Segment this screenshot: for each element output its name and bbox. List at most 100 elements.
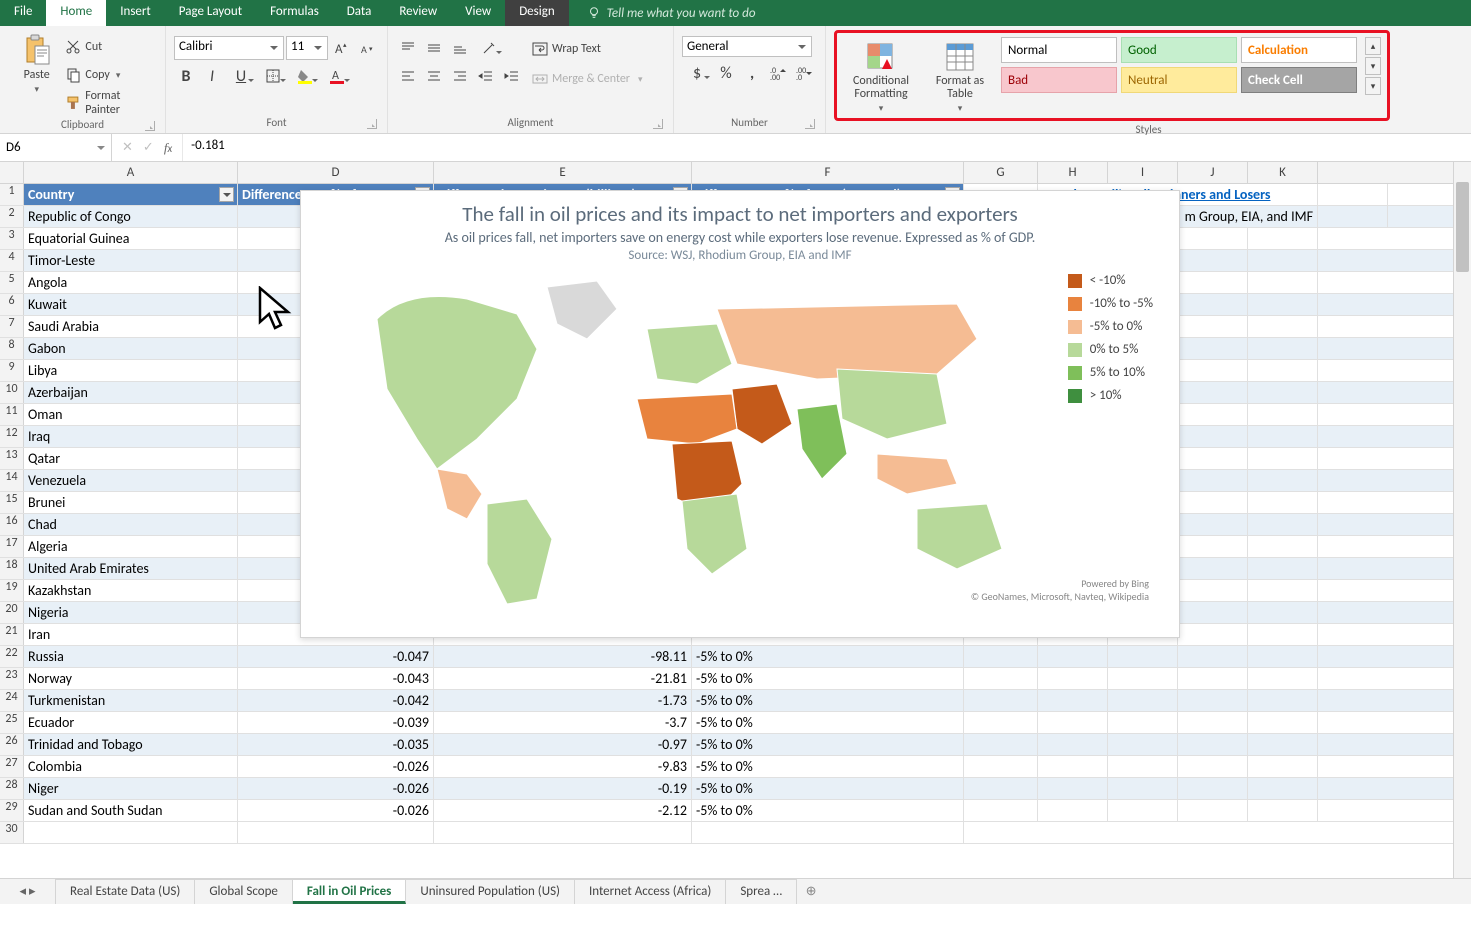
cell-country[interactable]: Turkmenistan: [24, 690, 238, 711]
styles-more[interactable]: ▾: [1365, 77, 1381, 95]
format-painter-button[interactable]: Format Painter: [65, 90, 157, 116]
col-header-k[interactable]: K: [1248, 162, 1318, 183]
cell-country[interactable]: Kazakhstan: [24, 580, 238, 601]
new-sheet-button[interactable]: ⊕: [797, 879, 825, 904]
cell-country[interactable]: Equatorial Guinea: [24, 228, 238, 249]
align-right-button[interactable]: [448, 64, 472, 88]
row-header-6[interactable]: 6: [0, 294, 24, 315]
row-header-21[interactable]: 21: [0, 624, 24, 645]
scrollbar-thumb[interactable]: [1456, 182, 1469, 272]
sheet-nav-buttons[interactable]: ◂ ▸: [0, 879, 56, 904]
cell-country[interactable]: Trinidad and Tobago: [24, 734, 238, 755]
sheet-tab-uninsured-population-us-[interactable]: Uninsured Population (US): [406, 879, 575, 904]
alignment-launcher[interactable]: [653, 119, 663, 129]
cell-usd[interactable]: -9.83: [434, 756, 692, 777]
row-header-2[interactable]: 2: [0, 206, 24, 227]
row-header-26[interactable]: 26: [0, 734, 24, 755]
cut-button[interactable]: Cut: [65, 34, 157, 60]
style-tile-normal[interactable]: Normal: [1001, 37, 1117, 63]
cell-country[interactable]: Kuwait: [24, 294, 238, 315]
grow-font-button[interactable]: A▴: [330, 36, 354, 60]
cell-country[interactable]: Algeria: [24, 536, 238, 557]
row-header-11[interactable]: 11: [0, 404, 24, 425]
cell-group[interactable]: -5% to 0%: [692, 734, 964, 755]
cell-country[interactable]: Angola: [24, 272, 238, 293]
number-format-select[interactable]: General: [682, 36, 812, 57]
cell-country[interactable]: Brunei: [24, 492, 238, 513]
shrink-font-button[interactable]: A▾: [356, 36, 380, 60]
sheet-tab-real-estate-data-us-[interactable]: Real Estate Data (US): [56, 879, 195, 904]
accounting-format-button[interactable]: $: [682, 61, 712, 85]
col-header-i[interactable]: I: [1108, 162, 1178, 183]
row-header-28[interactable]: 28: [0, 778, 24, 799]
wrap-text-button[interactable]: Wrap Text: [532, 36, 643, 62]
style-tile-neutral[interactable]: Neutral: [1121, 67, 1237, 93]
align-bottom-button[interactable]: [448, 36, 472, 60]
row-header-24[interactable]: 24: [0, 690, 24, 711]
clipboard-launcher[interactable]: [145, 121, 155, 131]
row-header-10[interactable]: 10: [0, 382, 24, 403]
row-header-22[interactable]: 22: [0, 646, 24, 667]
cell-usd[interactable]: -21.81: [434, 668, 692, 689]
font-name-select[interactable]: Calibri: [174, 36, 284, 60]
tab-view[interactable]: View: [451, 0, 505, 26]
row-header-16[interactable]: 16: [0, 514, 24, 535]
cell-pct[interactable]: -0.043: [238, 668, 434, 689]
fill-color-button[interactable]: [290, 64, 320, 88]
cell-pct[interactable]: -0.026: [238, 778, 434, 799]
col-header-f[interactable]: F: [692, 162, 964, 183]
cell-pct[interactable]: -0.042: [238, 690, 434, 711]
cell-country[interactable]: Chad: [24, 514, 238, 535]
vertical-scrollbar[interactable]: [1453, 162, 1471, 878]
cell-styles-gallery[interactable]: NormalBadGoodNeutralCalculationCheck Cel…: [1001, 37, 1357, 93]
cell-country[interactable]: Colombia: [24, 756, 238, 777]
italic-button[interactable]: I: [200, 64, 224, 88]
row-header-18[interactable]: 18: [0, 558, 24, 579]
cell-usd[interactable]: -3.7: [434, 712, 692, 733]
sheet-tab-fall-in-oil-prices[interactable]: Fall in Oil Prices: [293, 879, 406, 904]
cell-usd[interactable]: -98.11: [434, 646, 692, 667]
cell-country[interactable]: Republic of Congo: [24, 206, 238, 227]
cell-country[interactable]: Ecuador: [24, 712, 238, 733]
tab-file[interactable]: File: [0, 0, 46, 26]
bold-button[interactable]: B: [174, 64, 198, 88]
col-header-e[interactable]: E: [434, 162, 692, 183]
merge-center-button[interactable]: Merge & Center▾: [532, 66, 643, 92]
cell-group[interactable]: -5% to 0%: [692, 646, 964, 667]
cell-group[interactable]: -5% to 0%: [692, 690, 964, 711]
align-top-button[interactable]: [396, 36, 420, 60]
insert-function-button[interactable]: fx: [164, 140, 172, 156]
row-header-5[interactable]: 5: [0, 272, 24, 293]
styles-scroll-up[interactable]: ▴: [1365, 37, 1381, 55]
tab-insert[interactable]: Insert: [106, 0, 165, 26]
align-center-button[interactable]: [422, 64, 446, 88]
align-left-button[interactable]: [396, 64, 420, 88]
embedded-chart[interactable]: The fall in oil prices and its impact to…: [300, 190, 1180, 638]
format-as-table-button[interactable]: Format as Table▾: [927, 37, 993, 114]
cell-pct[interactable]: -0.026: [238, 756, 434, 777]
row-header-17[interactable]: 17: [0, 536, 24, 557]
cell-country[interactable]: Norway: [24, 668, 238, 689]
number-launcher[interactable]: [805, 119, 815, 129]
select-all-triangle[interactable]: [0, 162, 24, 183]
style-tile-check-cell[interactable]: Check Cell: [1241, 67, 1357, 93]
cell-pct[interactable]: -0.047: [238, 646, 434, 667]
name-box[interactable]: D6: [0, 134, 112, 161]
cell-pct[interactable]: -0.039: [238, 712, 434, 733]
col-header-j[interactable]: J: [1178, 162, 1248, 183]
cell-country[interactable]: Venezuela: [24, 470, 238, 491]
paste-button[interactable]: Paste ▾: [8, 30, 65, 95]
filter-button[interactable]: [219, 187, 234, 202]
row-header-23[interactable]: 23: [0, 668, 24, 689]
col-header-a[interactable]: A: [24, 162, 238, 183]
tab-home[interactable]: Home: [46, 0, 106, 26]
worksheet-grid[interactable]: A D E F G H I J K 1CountryDifference as …: [0, 162, 1471, 878]
cell-usd[interactable]: -2.12: [434, 800, 692, 821]
cell-country[interactable]: United Arab Emirates: [24, 558, 238, 579]
decrease-indent-button[interactable]: [474, 64, 498, 88]
cell-country[interactable]: Sudan and South Sudan: [24, 800, 238, 821]
underline-button[interactable]: U: [226, 64, 256, 88]
cell-country[interactable]: Saudi Arabia: [24, 316, 238, 337]
tab-formulas[interactable]: Formulas: [256, 0, 333, 26]
row-header-20[interactable]: 20: [0, 602, 24, 623]
